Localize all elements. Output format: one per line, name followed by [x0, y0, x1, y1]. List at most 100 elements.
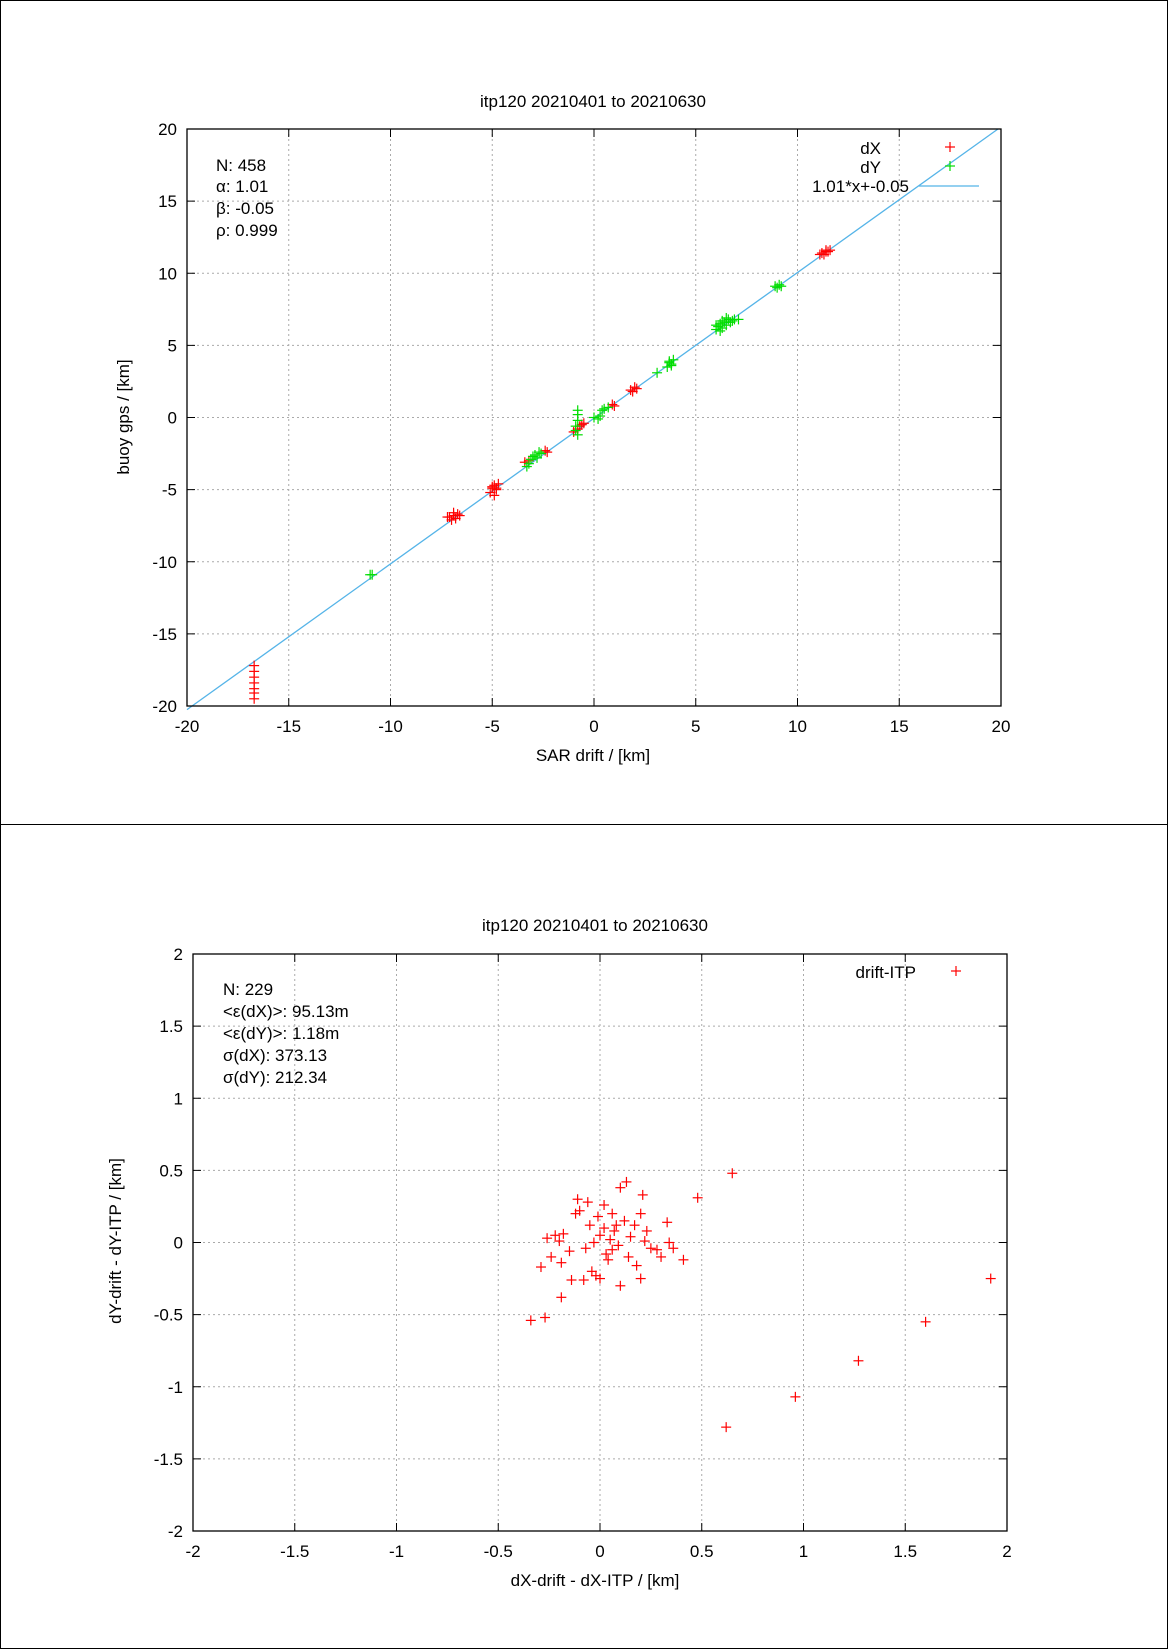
data-point [599, 1223, 610, 1234]
data-point [535, 1262, 546, 1273]
y-tick-label: 1 [174, 1089, 183, 1108]
data-point [582, 1197, 593, 1208]
stats-line: N: 229 [223, 980, 273, 999]
y-tick-label: -20 [152, 697, 177, 716]
data-point [945, 161, 955, 171]
data-point [692, 1192, 703, 1203]
data-point [489, 490, 500, 501]
data-point [651, 1244, 662, 1255]
stats-line: σ(dY): 212.34 [223, 1068, 327, 1087]
stats-line: α: 1.01 [216, 177, 268, 196]
chart-title: itp120 20210401 to 20210630 [482, 916, 708, 935]
y-axis-label: buoy gps / [km] [114, 359, 133, 474]
y-tick-label: 15 [158, 192, 177, 211]
data-point [727, 1168, 738, 1179]
chart-title: itp120 20210401 to 20210630 [480, 92, 706, 111]
stats-box: N: 229 <ε(dX)>: 95.13m <ε(dY)>: 1.18m σ(… [223, 980, 349, 1087]
data-point [727, 315, 738, 326]
data-point [550, 1230, 561, 1241]
x-tick-label: 20 [992, 717, 1011, 736]
data-point [491, 483, 502, 494]
y-tick-label: -0.5 [154, 1306, 183, 1325]
data-point [668, 1243, 679, 1254]
y-tick-label: 10 [158, 264, 177, 283]
x-tick-label: -20 [175, 717, 200, 736]
data-point [525, 1315, 536, 1326]
data-point [652, 367, 663, 378]
data-point [678, 1254, 689, 1265]
data-points [186, 128, 999, 711]
y-tick-label: 2 [174, 945, 183, 964]
stats-line: ρ: 0.999 [216, 221, 278, 240]
data-point [554, 1236, 565, 1247]
y-tick-label: -10 [152, 553, 177, 572]
data-point [454, 510, 465, 521]
data-point [721, 1422, 732, 1433]
legend: drift-ITP [856, 963, 916, 982]
data-points [525, 1168, 996, 1433]
data-point [623, 1251, 634, 1262]
x-tick-label: 5 [691, 717, 700, 736]
data-point [639, 1236, 650, 1247]
chart-panel-bottom: itp120 20210401 to 20210630 dX-drift - d… [0, 824, 1168, 1649]
x-tick-label: 2 [1002, 1542, 1011, 1561]
data-point [574, 1205, 585, 1216]
data-point [920, 1316, 931, 1327]
x-tick-label: 15 [890, 717, 909, 736]
data-point [645, 1243, 656, 1254]
data-point [820, 246, 831, 257]
data-point [592, 1211, 603, 1222]
data-point [717, 315, 728, 326]
fit-line [186, 128, 999, 711]
x-tick-label: -10 [378, 717, 403, 736]
data-point [656, 1251, 667, 1262]
data-point [853, 1355, 864, 1366]
chart-panel-top: itp120 20210401 to 20210630 SAR drift / … [0, 0, 1168, 825]
y-tick-label: -2 [168, 1522, 183, 1541]
data-point [814, 249, 825, 260]
data-point [586, 1266, 597, 1277]
data-point [448, 507, 459, 518]
data-point [635, 1273, 646, 1284]
data-point [519, 457, 530, 468]
x-tick-label: 0 [595, 1542, 604, 1561]
x-tick-label: 0.5 [690, 1542, 714, 1561]
y-axis-label: dY-drift - dY-ITP / [km] [106, 1158, 125, 1324]
legend-samples [919, 142, 979, 187]
data-point [556, 1257, 567, 1268]
data-point [790, 1391, 801, 1402]
x-tick-label: -15 [276, 717, 301, 736]
data-point [772, 282, 783, 293]
x-tick-label: -0.5 [484, 1542, 513, 1561]
stats-line: <ε(dX)>: 95.13m [223, 1002, 349, 1021]
x-axis-label: SAR drift / [km] [536, 746, 650, 765]
data-point [711, 320, 722, 331]
stats-line: <ε(dY)>: 1.18m [223, 1024, 339, 1043]
data-point [599, 403, 610, 414]
data-point [985, 1273, 996, 1284]
y-tick-label: 1.5 [159, 1017, 183, 1036]
data-point [452, 509, 463, 520]
data-point [601, 1249, 612, 1260]
legend-label-drift-itp: drift-ITP [856, 963, 916, 982]
data-point [532, 452, 543, 463]
x-tick-label: -5 [485, 717, 500, 736]
data-point [615, 1280, 626, 1291]
data-point [546, 1251, 557, 1262]
data-point [603, 402, 614, 413]
x-tick-label: 10 [788, 717, 807, 736]
data-point [595, 1230, 605, 1241]
x-axis-label: dX-drift - dX-ITP / [km] [511, 1571, 680, 1590]
data-point [664, 357, 675, 368]
legend-label-dX: dX [860, 139, 881, 158]
y-tick-label: 0 [168, 409, 177, 428]
data-point [607, 1208, 618, 1219]
data-point [951, 966, 961, 976]
data-point [521, 461, 532, 472]
data-point [607, 1244, 618, 1255]
y-tick-label: 0 [174, 1234, 183, 1253]
chart-svg-top: itp120 20210401 to 20210630 SAR drift / … [114, 92, 1011, 765]
y-tick-label: -1.5 [154, 1450, 183, 1469]
stats-line: σ(dX): 373.13 [223, 1046, 327, 1065]
data-point [572, 429, 583, 440]
